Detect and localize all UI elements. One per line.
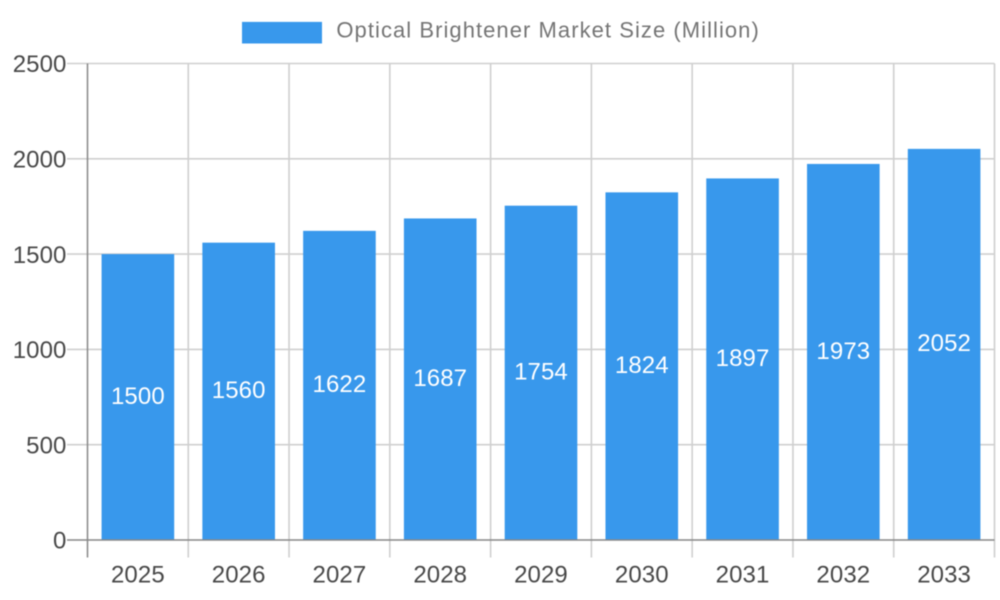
svg-text:2029: 2029 [514,561,568,588]
svg-text:1754: 1754 [514,359,568,386]
svg-text:2033: 2033 [917,561,971,588]
svg-text:1500: 1500 [111,383,165,410]
svg-text:2032: 2032 [816,561,870,588]
svg-text:1687: 1687 [413,365,467,392]
svg-text:2500: 2500 [13,51,67,78]
svg-text:2027: 2027 [313,561,367,588]
svg-text:1897: 1897 [716,345,770,372]
svg-text:2025: 2025 [111,561,165,588]
svg-text:1622: 1622 [313,371,367,398]
svg-text:2030: 2030 [615,561,669,588]
svg-text:2000: 2000 [13,147,67,174]
svg-text:1560: 1560 [212,377,266,404]
svg-text:2031: 2031 [716,561,770,588]
svg-text:0: 0 [53,528,66,555]
svg-text:2026: 2026 [212,561,266,588]
svg-text:1000: 1000 [13,337,67,364]
svg-text:500: 500 [26,432,66,459]
svg-text:1824: 1824 [615,352,669,379]
svg-text:1500: 1500 [13,242,67,269]
svg-text:2052: 2052 [917,330,971,357]
svg-text:1973: 1973 [816,338,870,365]
svg-text:2028: 2028 [413,561,467,588]
svg-text:Optical Brightener Market Size: Optical Brightener Market Size (Million) [336,18,759,43]
